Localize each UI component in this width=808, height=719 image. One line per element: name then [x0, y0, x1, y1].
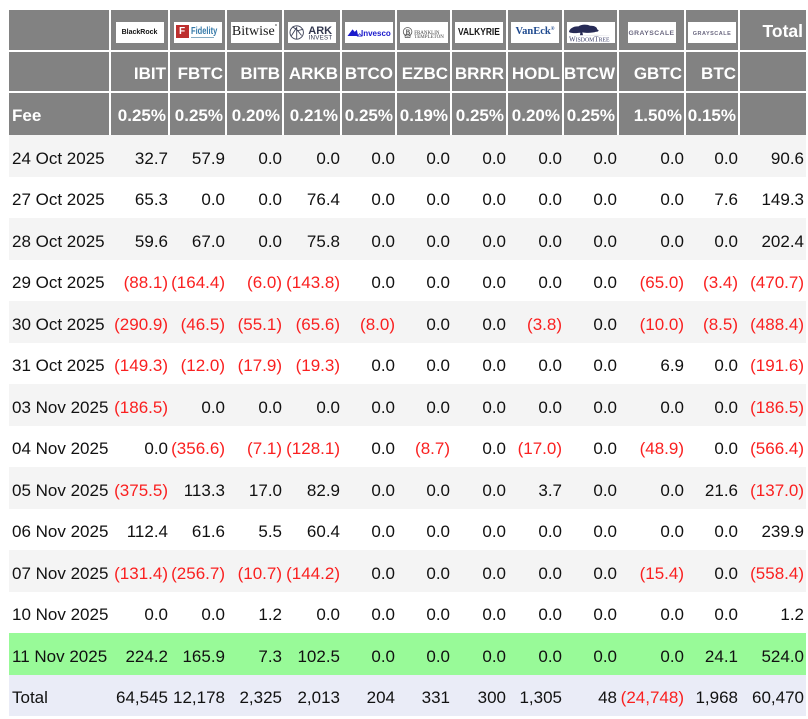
svg-text:INVEST: INVEST	[309, 34, 333, 41]
svg-text:Invesco: Invesco	[361, 29, 391, 38]
svg-text:B: B	[405, 28, 410, 36]
svg-text:ARK: ARK	[308, 24, 332, 36]
svg-text:TEMPLETON: TEMPLETON	[414, 35, 444, 40]
svg-text:FRANKLIN: FRANKLIN	[414, 30, 440, 35]
svg-text:WISDOMTREE: WISDOMTREE	[569, 35, 610, 43]
